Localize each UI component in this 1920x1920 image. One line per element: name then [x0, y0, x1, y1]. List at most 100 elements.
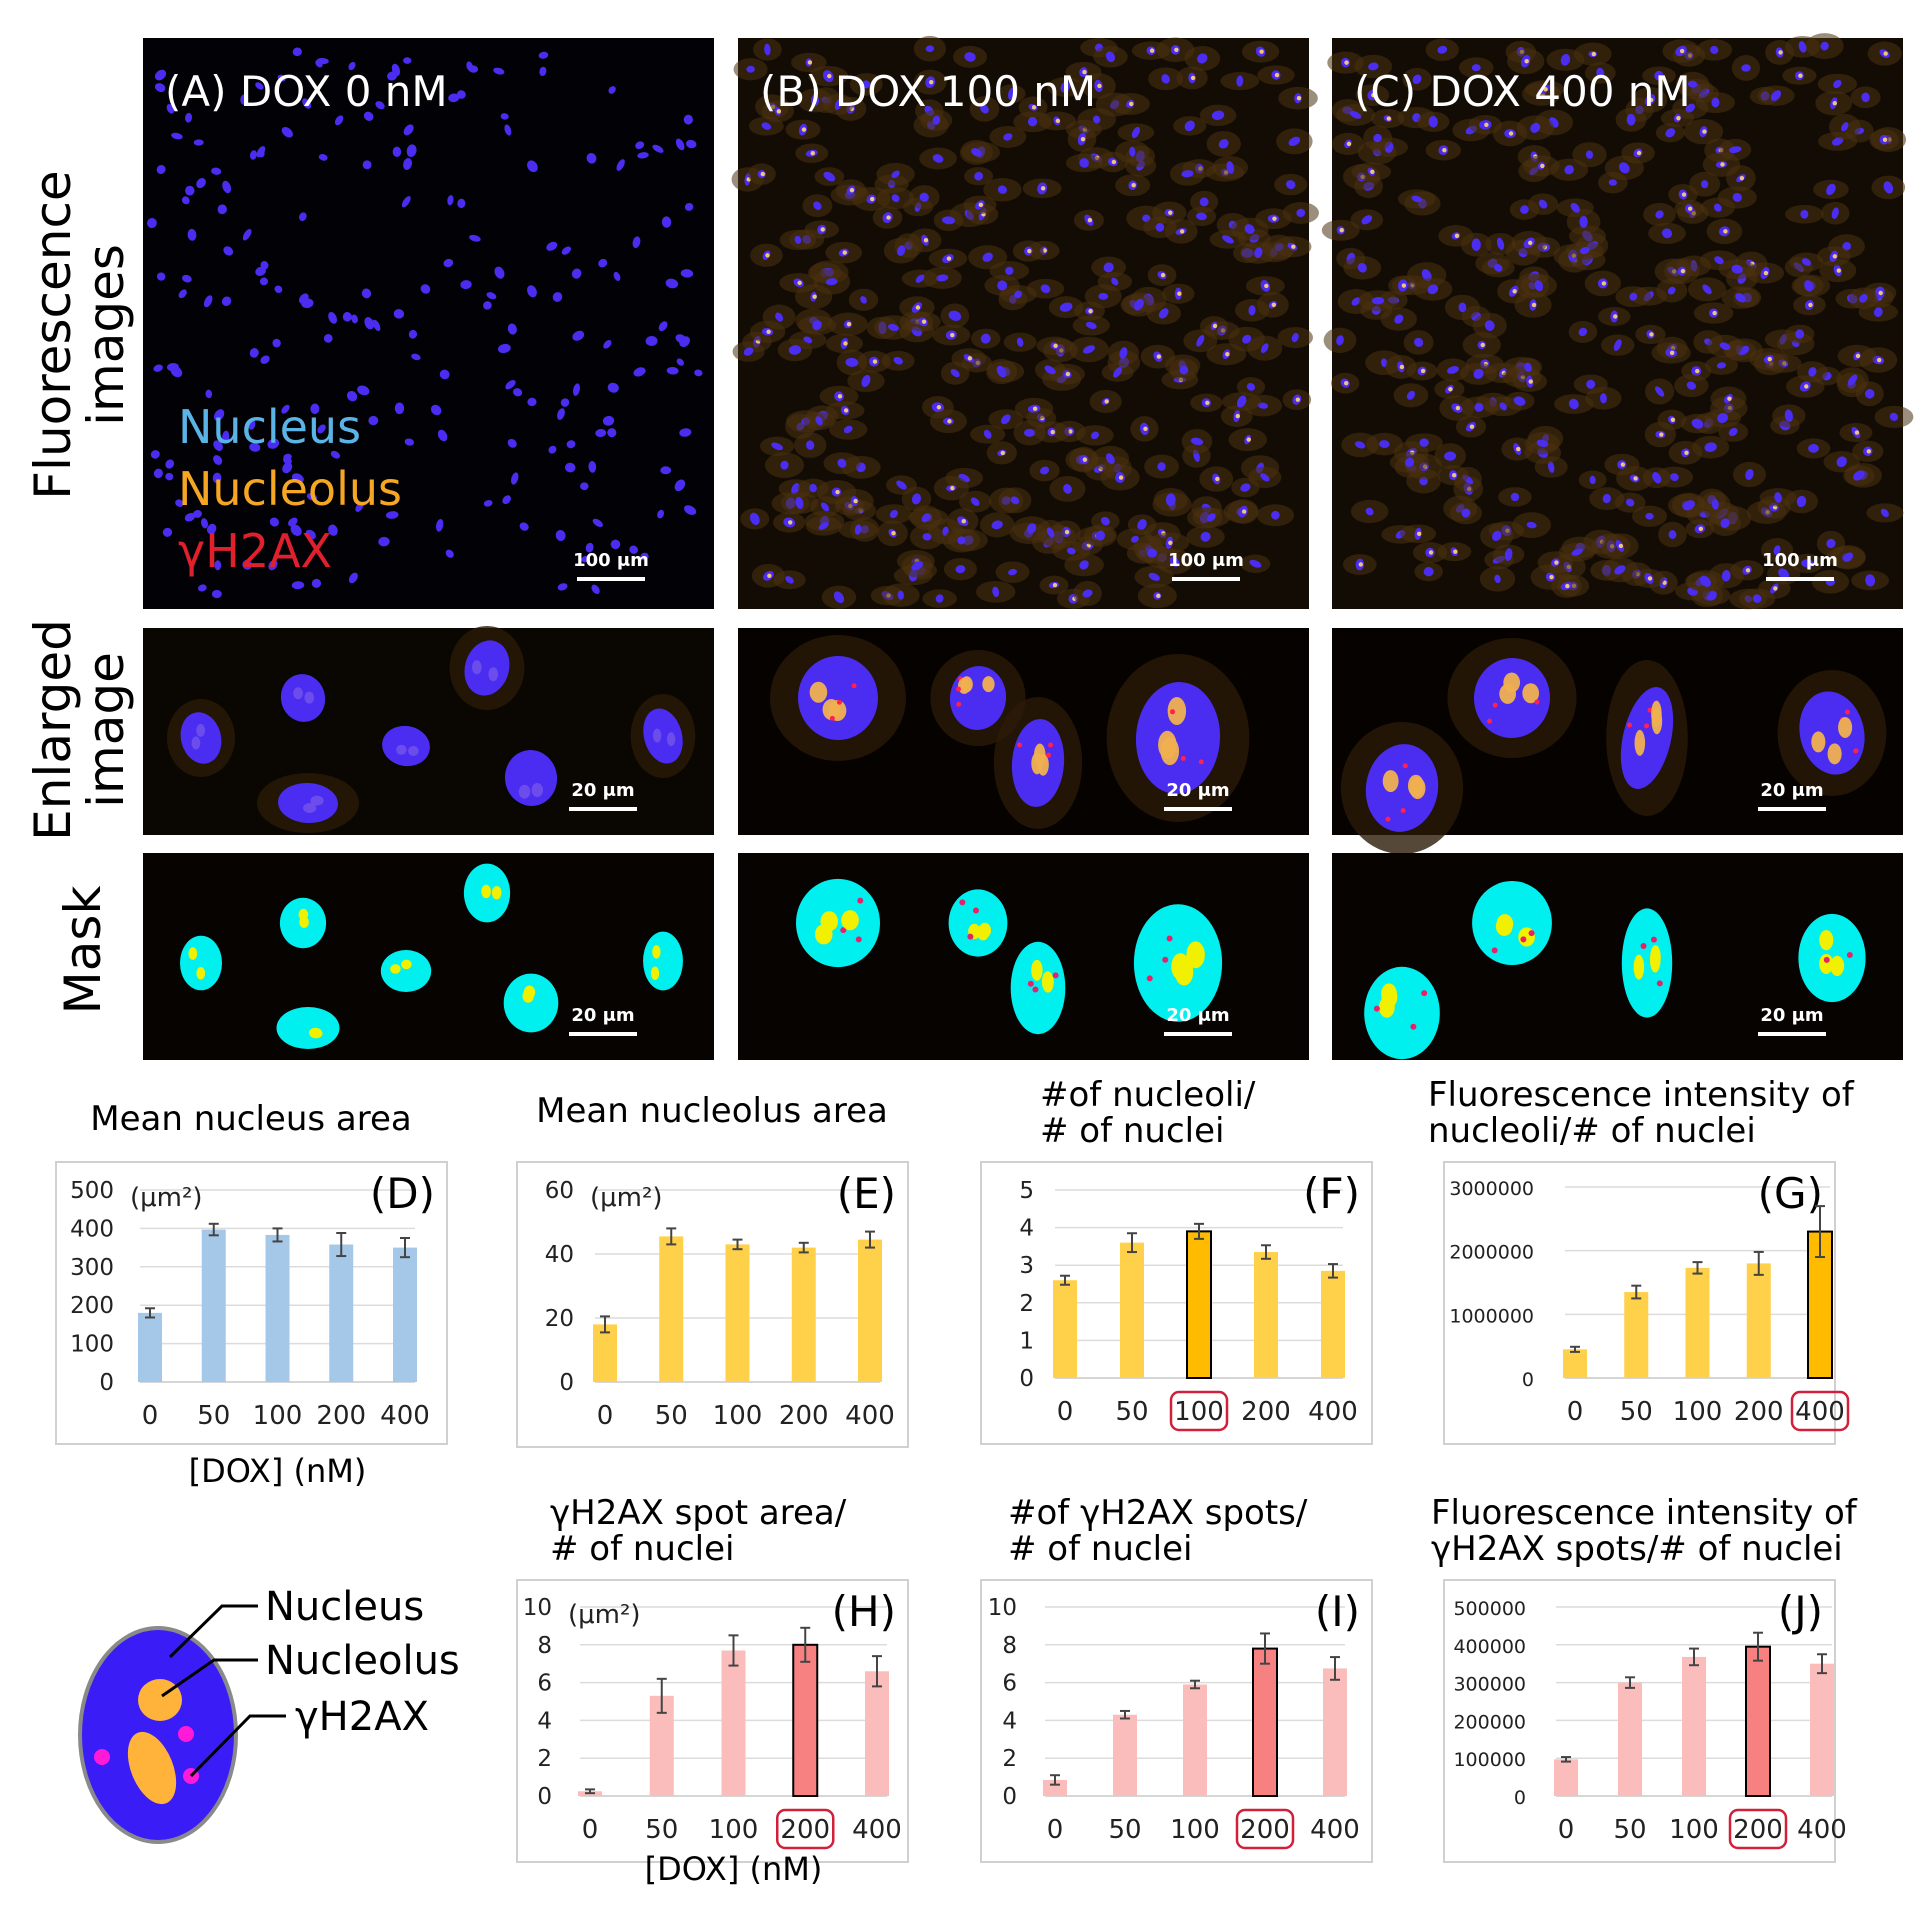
bar [1321, 1270, 1345, 1378]
nucleolus-dot [767, 573, 772, 578]
nucleolus-dot [1670, 417, 1676, 422]
cell-nucleus-dot [1361, 215, 1373, 225]
cell-nucleus-dot [1719, 342, 1731, 350]
cell-nucleus-dot [1473, 368, 1484, 379]
cell-nucleus-dot [178, 289, 187, 299]
cell-nucleus-dot [1181, 170, 1194, 178]
nucleolus-dot [1295, 397, 1301, 402]
x-axis-label: [DOX] (nM) [189, 1452, 367, 1490]
x-tick-label: 50 [1620, 1397, 1653, 1427]
nucleolus-dot [1052, 582, 1058, 588]
cell-nucleus-dot [507, 438, 517, 448]
cell-nucleus-dot [1063, 484, 1072, 494]
cell-nucleus-dot [1046, 527, 1055, 538]
cell-nucleus-dot [1471, 64, 1481, 72]
cell-nucleus-dot [1001, 414, 1011, 425]
bar [1554, 1759, 1578, 1796]
cell-nucleus-dot [1570, 202, 1580, 213]
nucleolus-dot [1773, 586, 1778, 591]
nucleus [280, 674, 326, 722]
mask-nucleus [948, 889, 1008, 957]
cell-nucleus-dot [552, 292, 563, 302]
bar [1254, 1252, 1278, 1378]
nucleolus [652, 728, 662, 743]
nucleolus-dot [1876, 357, 1882, 363]
cell-nucleus-dot [1296, 208, 1306, 218]
diagram-nucleus [78, 1626, 238, 1844]
cell-nucleus-dot [310, 403, 320, 415]
scale-bar [1758, 807, 1826, 811]
y-tick-label: 0 [99, 1370, 114, 1396]
cell-nucleus-dot [572, 383, 580, 396]
cell-nucleus-dot [586, 152, 597, 164]
enlarged-panel-c: 20 μm [1332, 628, 1903, 854]
cell-nucleus-dot [211, 589, 222, 599]
bar [1624, 1292, 1649, 1378]
nucleolus-dot [1745, 568, 1751, 573]
cell-nucleus-dot [200, 518, 209, 529]
scale-bar [1164, 807, 1232, 811]
x-tick-label: 400 [380, 1401, 430, 1431]
nucleolus-dot [812, 294, 817, 299]
nucleolus-dot [1040, 186, 1046, 191]
cell-nucleus-dot [1536, 439, 1549, 448]
cell-nucleus-dot [957, 536, 966, 545]
cell-nucleus-dot [1092, 115, 1101, 124]
nucleolus-dot [1854, 430, 1860, 435]
fluorescence-background [143, 38, 714, 609]
nucleolus-dot [1371, 92, 1376, 98]
cell-nucleus-dot [1717, 412, 1729, 424]
cell-nucleus-dot [974, 171, 984, 181]
cell-nucleus-dot [1564, 165, 1574, 175]
panel-label-a: (A) DOX 0 nM [165, 67, 448, 116]
y-tick-label: 5 [1019, 1178, 1034, 1204]
chart-unit: (μm²) [130, 1183, 203, 1213]
cell-nucleus-dot [603, 340, 612, 349]
mask-gh2ax-spot [1166, 935, 1173, 942]
cell-nucleus-dot [1427, 284, 1439, 295]
cell-nucleus-dot [153, 468, 163, 479]
cell-nucleus-dot [1169, 556, 1180, 567]
nucleolus-dot [1620, 462, 1626, 467]
x-tick-label: 200 [1734, 1397, 1784, 1427]
x-tick-label: 200 [1240, 1815, 1290, 1845]
cell-nucleus-dot [1148, 572, 1160, 581]
nucleolus-dot [1680, 268, 1686, 274]
cell-nucleus-dot [1368, 62, 1379, 71]
cell-nucleus-dot [334, 115, 344, 126]
mask-gh2ax-spot [1373, 1005, 1380, 1012]
cell-nucleus-dot [1007, 87, 1015, 100]
cell-nucleus-dot [357, 385, 370, 396]
cell-nucleus-dot [420, 284, 431, 294]
x-tick-label: 400 [852, 1815, 902, 1845]
nucleolus-dot [1291, 244, 1296, 249]
cell-nucleus-dot [684, 202, 694, 211]
nucleolus [1031, 752, 1043, 775]
cell-nucleus-dot [1222, 235, 1234, 244]
nucleolus-dot [1149, 48, 1155, 53]
cell-nucleus-dot [283, 456, 292, 465]
cell-nucleus-dot [571, 268, 582, 279]
cell-nucleus-dot [1413, 337, 1424, 347]
nucleolus-dot [849, 187, 855, 193]
panel-label-b: (B) DOX 100 nM [760, 67, 1096, 116]
nucleolus-dot [1649, 332, 1654, 337]
chart-f: #of nucleoli/# of nuclei 0 1 2 3 4 5 (F) 0 50 100 2… [980, 1075, 1373, 1445]
nucleolus-dot [950, 485, 955, 491]
nucleolus-dot [1143, 426, 1148, 432]
x-tick-label: 100 [709, 1815, 759, 1845]
cell-nucleus-dot [897, 590, 904, 600]
nucleolus-dot [1370, 169, 1375, 174]
cell-nucleus-dot [1732, 192, 1742, 202]
cell-nucleus-dot [1242, 334, 1252, 344]
nucleolus-dot [1156, 593, 1161, 599]
nucleolus-dot [765, 253, 770, 258]
cell-nucleus-dot [1336, 335, 1344, 346]
enlarged-background [143, 628, 714, 835]
cell-nucleus-dot [519, 522, 529, 531]
cell-nucleus-dot [971, 148, 982, 157]
nucleolus-dot [1727, 396, 1732, 401]
nucleolus-dot [1274, 72, 1280, 78]
cell-nucleus-dot [983, 429, 992, 439]
mask-nucleus [796, 878, 880, 968]
